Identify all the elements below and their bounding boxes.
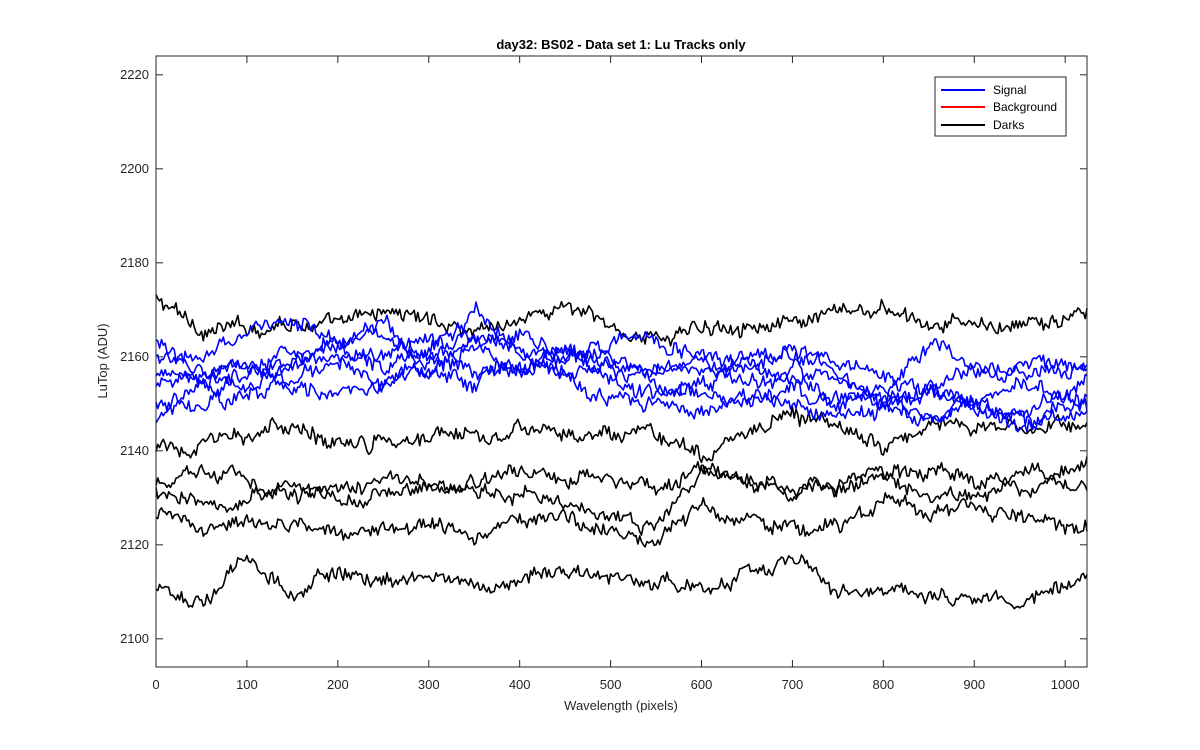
x-tick-label: 700 bbox=[782, 677, 804, 692]
darks-series-line bbox=[155, 554, 1088, 610]
x-tick-label: 500 bbox=[600, 677, 622, 692]
x-tick-label: 1000 bbox=[1051, 677, 1080, 692]
legend: Signal Background Darks bbox=[934, 76, 1067, 137]
x-axis-ticks: 0 100 200 300 400 500 600 700 800 900 1000 bbox=[152, 56, 1080, 692]
x-tick-label: 0 bbox=[152, 677, 159, 692]
y-tick-label: 2160 bbox=[120, 349, 149, 364]
y-tick-label: 2200 bbox=[120, 161, 149, 176]
plot-area bbox=[156, 56, 1087, 667]
darks-series-line bbox=[155, 456, 1088, 505]
x-tick-label: 100 bbox=[236, 677, 258, 692]
signal-series-line bbox=[155, 327, 1088, 427]
chart-title: day32: BS02 - Data set 1: Lu Tracks only bbox=[496, 37, 746, 52]
signal-series-line bbox=[155, 314, 1088, 396]
y-tick-label: 2120 bbox=[120, 537, 149, 552]
x-tick-label: 900 bbox=[963, 677, 985, 692]
darks-series-line bbox=[155, 462, 1088, 536]
x-tick-label: 800 bbox=[872, 677, 894, 692]
signal-series-line bbox=[155, 358, 1088, 433]
x-axis-label: Wavelength (pixels) bbox=[564, 698, 678, 713]
y-tick-label: 2140 bbox=[120, 443, 149, 458]
x-tick-label: 400 bbox=[509, 677, 531, 692]
plot-frame bbox=[155, 55, 1088, 668]
y-axis-label: LuTop (ADU) bbox=[95, 323, 110, 398]
legend-signal-label: Signal bbox=[993, 83, 1026, 97]
legend-darks-label: Darks bbox=[993, 118, 1024, 132]
y-tick-label: 2220 bbox=[120, 67, 149, 82]
darks-series-line bbox=[155, 492, 1088, 548]
x-tick-label: 300 bbox=[418, 677, 440, 692]
y-axis-ticks: 2100 2120 2140 2160 2180 2200 2220 bbox=[120, 67, 1087, 646]
y-tick-label: 2180 bbox=[120, 255, 149, 270]
legend-background-label: Background bbox=[993, 100, 1057, 114]
x-tick-label: 600 bbox=[691, 677, 713, 692]
signal-series-line bbox=[155, 334, 1088, 413]
x-tick-label: 200 bbox=[327, 677, 349, 692]
y-tick-label: 2100 bbox=[120, 631, 149, 646]
series-layer bbox=[155, 294, 1088, 610]
